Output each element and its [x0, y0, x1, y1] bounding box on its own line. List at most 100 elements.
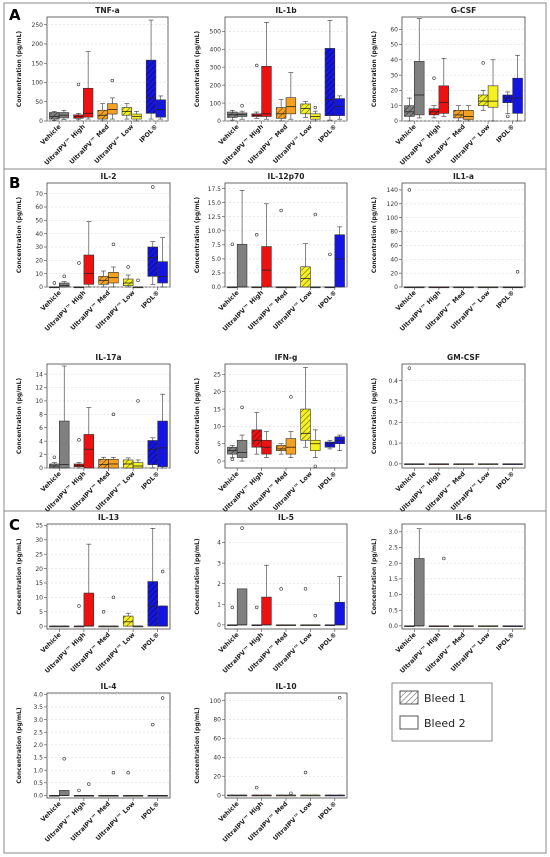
box-hatch	[74, 626, 84, 627]
outlier-point	[230, 242, 235, 246]
box-bleed-1	[49, 795, 60, 797]
legend: Bleed 1 Bleed 2	[391, 682, 493, 742]
y-tick-label: 30	[35, 244, 43, 251]
box-bleed-1	[324, 20, 336, 121]
outlier-point	[136, 399, 140, 403]
box-bleed-1	[147, 185, 159, 285]
y-axis-label: Concentration (pg/mL)	[16, 378, 23, 455]
legend-swatch-bleed-2	[399, 715, 419, 730]
box-bleed-1	[73, 604, 85, 628]
box-body	[83, 434, 95, 469]
y-tick-label: 1.5	[33, 755, 43, 762]
y-tick-label: 200	[210, 82, 222, 89]
y-tick-label: 15	[213, 406, 221, 413]
box-body	[261, 596, 272, 626]
y-tick-label: 100	[210, 100, 222, 107]
y-tick-label: 20	[213, 389, 221, 396]
outlier-point	[506, 114, 510, 119]
section-label-b: B	[9, 174, 20, 192]
box-body	[236, 588, 248, 626]
chart-il-4: IL-4 0.0 0.5 1.0 1.5 2.0 2.5 3.0 3.5 4.0 Concentra…	[16, 682, 171, 844]
y-tick-label: 10	[213, 424, 221, 431]
box-bleed-1	[428, 76, 440, 119]
box-hatch	[147, 440, 158, 465]
box-bleed-2	[261, 203, 272, 288]
box-bleed-2	[157, 696, 168, 797]
box-body	[157, 420, 168, 467]
box-bleed-1	[300, 100, 311, 118]
outlier-point	[101, 610, 106, 614]
box-bleed-2	[512, 625, 523, 627]
chart-title: IL-13	[98, 513, 119, 522]
box-bleed-2	[334, 95, 345, 120]
y-tick-label: 20	[213, 773, 221, 780]
box-bleed-2	[310, 613, 321, 626]
box-hatch	[404, 105, 415, 117]
y-tick-label: 3.0	[388, 529, 398, 536]
y-axis-label: Concentration (pg/mL)	[16, 197, 23, 274]
y-tick-label: 200	[32, 41, 44, 48]
y-tick-label: 50	[35, 99, 43, 106]
box-body	[487, 85, 499, 108]
outlier-point	[111, 412, 116, 417]
box-bleed-2	[487, 286, 499, 289]
box-hatch	[227, 624, 238, 626]
y-tick-label: 0.2	[388, 419, 398, 426]
box-bleed-1	[122, 265, 134, 288]
x-tick-label: Vehicle	[40, 631, 63, 654]
chart-il1-a: IL1-a 0 20 40 60 80 100 120 140 Concentration (pg…	[371, 172, 526, 333]
y-tick-label: 120	[387, 201, 399, 208]
box-bleed-2	[58, 274, 70, 288]
y-axis-label: Concentration (pg/mL)	[371, 538, 378, 615]
outlier-point	[77, 604, 81, 608]
box-bleed-2	[463, 625, 474, 627]
box-bleed-2	[413, 18, 425, 119]
box-bleed-2	[83, 543, 95, 627]
outlier-point	[289, 791, 293, 795]
chart-title: G-CSF	[451, 6, 476, 15]
outlier-point	[240, 405, 244, 410]
y-tick-label: 4	[39, 438, 43, 445]
y-tick-label: 0.5	[388, 607, 398, 614]
y-tick-label: 2.5	[211, 270, 221, 277]
y-tick-label: 5.0	[211, 256, 221, 263]
y-tick-label: 3.5	[33, 704, 43, 711]
x-tick-label: IPOL®	[139, 470, 161, 492]
box-bleed-2	[261, 22, 272, 120]
outlier-point	[255, 605, 259, 610]
outlier-point	[255, 785, 259, 790]
y-tick-label: 0.5	[33, 780, 43, 787]
box-bleed-2	[236, 104, 248, 120]
y-tick-label: 12	[35, 385, 43, 392]
box-bleed-2	[132, 795, 144, 797]
y-tick-label: 300	[210, 64, 222, 71]
outlier-point	[313, 105, 317, 110]
outlier-point	[76, 82, 81, 87]
outlier-point	[110, 78, 115, 83]
box-hatch	[123, 616, 134, 627]
outlier-point	[481, 61, 485, 65]
y-tick-label: 2.0	[388, 560, 398, 567]
y-tick-label: 1	[217, 601, 221, 608]
box-bleed-1	[147, 437, 159, 469]
box-bleed-1	[502, 625, 513, 627]
y-tick-label: 10	[35, 398, 43, 405]
y-tick-label: 0	[394, 118, 398, 125]
y-tick-label: 2.5	[33, 729, 43, 736]
box-hatch	[300, 103, 311, 114]
box-bleed-2	[334, 434, 345, 451]
x-tick-label: IPOL®	[494, 289, 516, 311]
box-bleed-2	[334, 576, 345, 626]
box-body	[334, 601, 345, 626]
y-tick-label: 0.4	[388, 378, 398, 385]
box-bleed-2	[487, 625, 499, 627]
box-bleed-2	[310, 212, 321, 289]
y-tick-label: 0	[217, 458, 221, 465]
x-tick-label: Vehicle	[395, 123, 418, 146]
box-bleed-2	[236, 526, 248, 626]
x-tick-label: IPOL®	[494, 631, 516, 653]
chart-title: IL1-a	[453, 172, 474, 181]
outlier-point	[240, 526, 244, 530]
x-tick-label: IPOL®	[317, 123, 339, 145]
y-axis-label: Concentration (pg/mL)	[194, 707, 201, 784]
